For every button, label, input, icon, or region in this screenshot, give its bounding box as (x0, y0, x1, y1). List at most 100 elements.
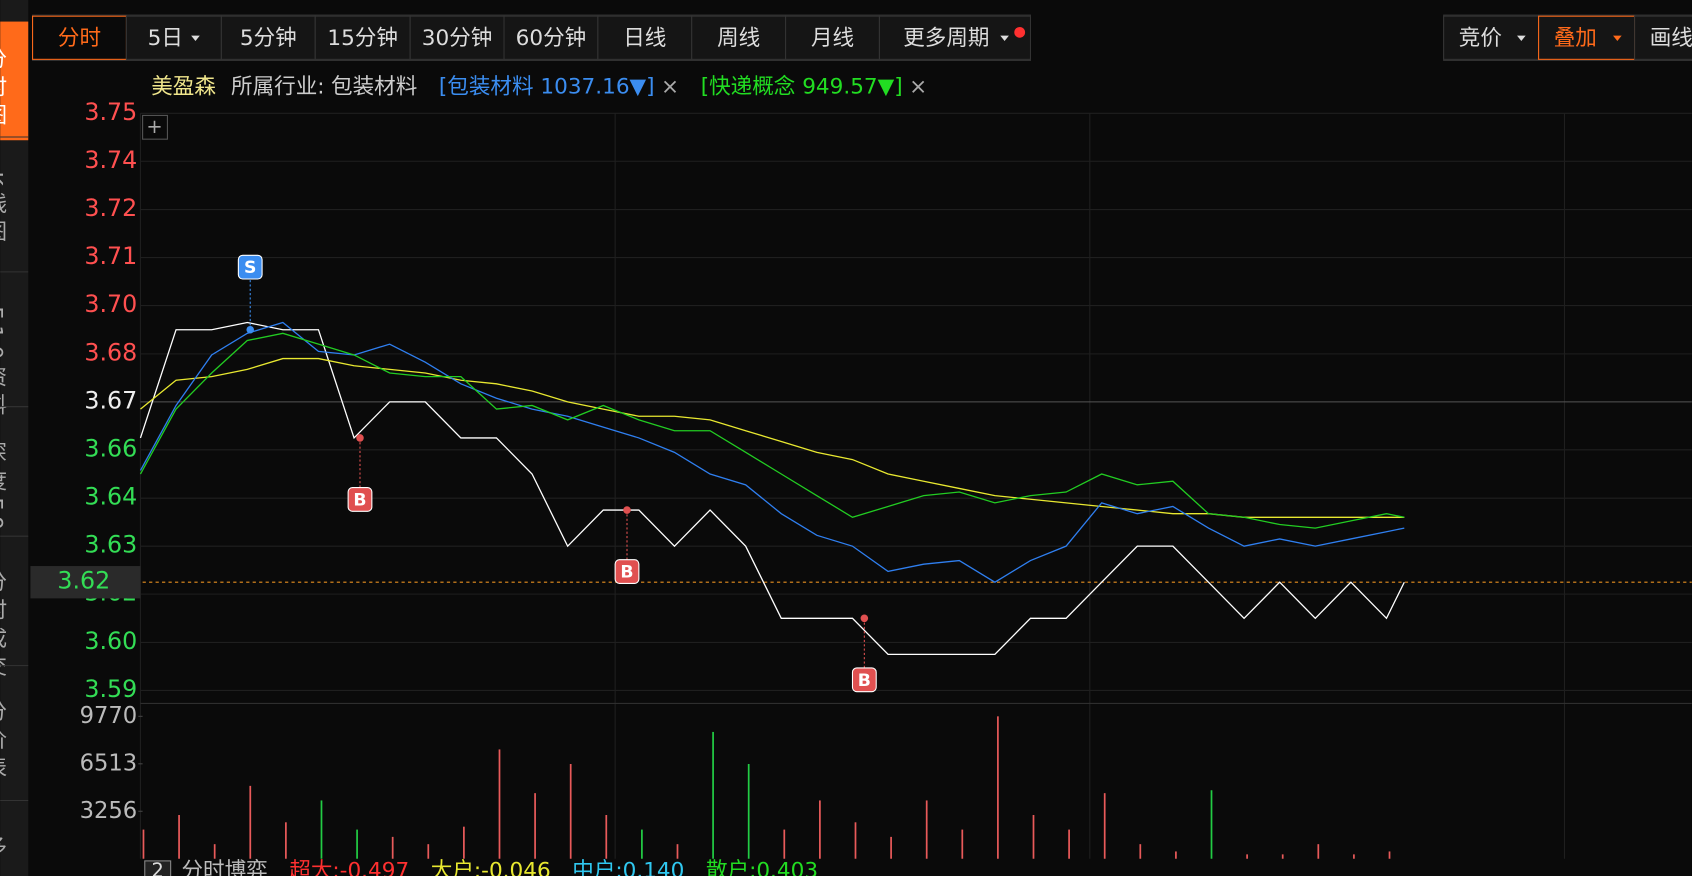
sidebar-tab[interactable]: 多 (0, 835, 7, 863)
tab[interactable] (1634, 15, 1692, 60)
overlay: [包装材料 1037.16▼] (439, 74, 655, 99)
sidebar-tab[interactable]: K线图 (0, 172, 7, 249)
tab[interactable] (503, 15, 599, 60)
volume-bar (783, 829, 786, 859)
current-price-label: 3.62 (57, 567, 110, 595)
sidebar-tab[interactable]: F10资料 (0, 306, 7, 421)
footer-tab: 2 (152, 859, 164, 876)
y-tick-label: 3.75 (84, 98, 137, 126)
tab[interactable] (314, 15, 411, 60)
trade-point (623, 506, 631, 514)
tab[interactable] (1443, 15, 1540, 60)
footer-text: 分时博弈 超大:-0.497 大户:-0.046 中户:0.140 散户:0.403 (181, 859, 818, 876)
y-tick-label: 3.67 (84, 386, 137, 414)
tab-label: 叠加 (1554, 26, 1597, 51)
volume-bar (712, 731, 714, 859)
trade-point (860, 614, 869, 623)
volume-bar (1139, 844, 1142, 859)
volume-bar (854, 822, 857, 859)
sidebar-tab[interactable]: 分时成交 (0, 571, 7, 683)
footer-tab-box[interactable] (144, 860, 172, 876)
price-line (139, 332, 1405, 529)
sidebar-tab[interactable]: 深度F9 (0, 441, 7, 536)
trade-label: B (620, 563, 633, 583)
tab[interactable] (125, 15, 222, 60)
sidebar (0, 0, 29, 876)
y-tick-label: 3.70 (84, 290, 137, 318)
volume-bar (178, 815, 180, 859)
tab[interactable] (597, 15, 693, 60)
stock-name: 美盈森 (151, 74, 216, 99)
sidebar-tab[interactable]: 分价表 (0, 700, 7, 784)
tab-label: 竞价 (1459, 26, 1502, 51)
volume-bar (1210, 790, 1213, 859)
y-tick-label: 3.74 (84, 146, 137, 174)
y-tick-label: 6513 (80, 750, 138, 776)
volume-bar (641, 829, 643, 859)
trade-badge[interactable] (237, 254, 263, 280)
header: 美盈森 所属行业: 包装材料 [包装材料 1037.16▼] × [快递概念 949.57… (151, 74, 927, 99)
volume-bar (249, 785, 252, 859)
volume-bar (427, 844, 430, 859)
trade-badge[interactable] (851, 667, 877, 693)
y-tick-label: 3.59 (84, 675, 137, 703)
tab-label: 周线 (717, 26, 760, 51)
y-tick-label: 3.60 (84, 627, 137, 655)
volume-bar (1103, 793, 1106, 859)
chart: 3.59 3.60 3.62 3.63 3.64 3.66 3.67 3.68 3.70 3.71… (30, 98, 1692, 859)
sidebar-tab[interactable]: 分时图 (0, 47, 7, 131)
close-icon[interactable]: × (909, 74, 927, 99)
volume-bar (1281, 854, 1284, 859)
y-tick-label: 3.63 (84, 531, 137, 559)
trade-point (246, 325, 254, 334)
sidebar-tab-active[interactable] (0, 21, 29, 141)
volume-bar (747, 763, 750, 859)
tab-label: 月线 (811, 26, 854, 51)
tab-label: 日线 (623, 26, 666, 51)
industry: 包装材料 (331, 74, 417, 99)
flow-value: 散户:0.403 (706, 859, 818, 876)
y-tick-label: 3.66 (84, 434, 137, 462)
tab-label: 画线 (1650, 26, 1692, 51)
tab[interactable] (409, 15, 505, 60)
notify-dot (1014, 26, 1026, 38)
volume-bar (1246, 854, 1248, 859)
tab[interactable] (32, 15, 127, 60)
dropdown-arrow (1613, 35, 1622, 41)
volume-bar (534, 793, 536, 859)
volume-bar (1175, 851, 1177, 859)
volume-bar (463, 826, 465, 859)
price-line (139, 321, 1405, 656)
volume-bar (1032, 815, 1035, 859)
flow-value: 大户:-0.046 (431, 859, 551, 876)
trade-badge[interactable] (347, 487, 373, 512)
plus-icon: + (146, 115, 162, 138)
overlay: [快递概念 949.57▼] (701, 74, 903, 99)
volume-bar (890, 836, 892, 859)
tab[interactable] (220, 15, 316, 60)
dropdown-arrow (1517, 35, 1526, 41)
crosshair-button[interactable] (142, 114, 168, 140)
volume-bar (1353, 854, 1355, 859)
close-icon[interactable]: × (661, 74, 679, 99)
volume-bar (1317, 844, 1320, 859)
flow-value: 中户:0.140 (572, 859, 684, 876)
tab-label: 分时 (58, 26, 101, 51)
trade-badge[interactable] (614, 559, 640, 584)
current-price-box (30, 566, 141, 599)
dropdown-arrow (1000, 35, 1009, 41)
footer-title: 分时博弈 (181, 859, 267, 876)
y-tick-label: 3.68 (84, 338, 137, 366)
y-tick-label: 3256 (80, 798, 138, 824)
tab-label: 15分钟 (327, 26, 398, 51)
flow-value: 超大:-0.497 (289, 859, 409, 876)
volume-bar (320, 800, 323, 859)
volume-bar (356, 829, 358, 859)
tab[interactable] (691, 15, 787, 60)
volume-bar (605, 815, 608, 859)
tab-label: 30分钟 (422, 26, 493, 51)
y-tick-label: 3.72 (84, 194, 137, 222)
